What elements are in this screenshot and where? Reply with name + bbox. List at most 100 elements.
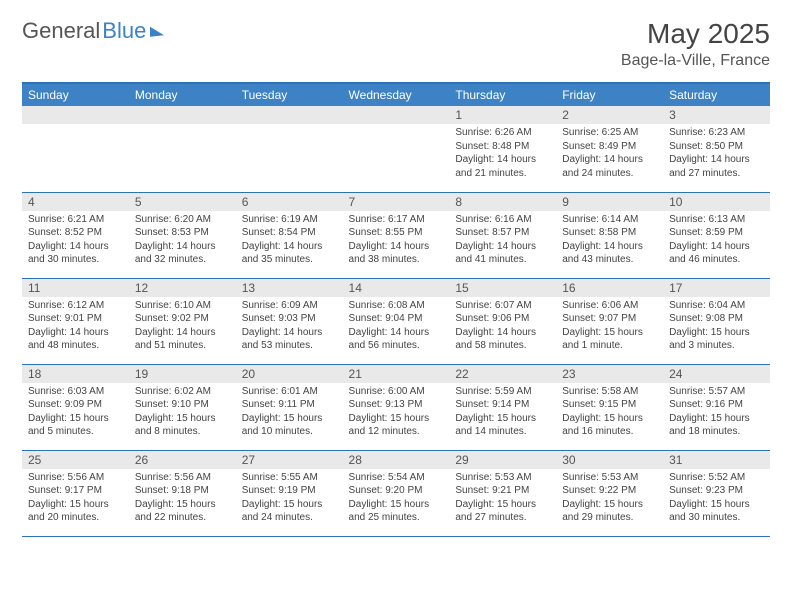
calendar-row: 11Sunrise: 6:12 AMSunset: 9:01 PMDayligh… [22, 278, 770, 364]
day-number: 30 [556, 451, 663, 469]
calendar-cell: 8Sunrise: 6:16 AMSunset: 8:57 PMDaylight… [449, 192, 556, 278]
calendar-cell [343, 106, 450, 192]
calendar-cell: 7Sunrise: 6:17 AMSunset: 8:55 PMDaylight… [343, 192, 450, 278]
day-content: Sunrise: 6:04 AMSunset: 9:08 PMDaylight:… [663, 297, 770, 357]
calendar-table: SundayMondayTuesdayWednesdayThursdayFrid… [22, 82, 770, 537]
day-number: 14 [343, 279, 450, 297]
calendar-cell: 30Sunrise: 5:53 AMSunset: 9:22 PMDayligh… [556, 450, 663, 536]
day-number: 7 [343, 193, 450, 211]
day-content: Sunrise: 6:23 AMSunset: 8:50 PMDaylight:… [663, 124, 770, 184]
day-number: 3 [663, 106, 770, 124]
weekday-header: Wednesday [343, 83, 450, 106]
day-number: 28 [343, 451, 450, 469]
calendar-cell: 2Sunrise: 6:25 AMSunset: 8:49 PMDaylight… [556, 106, 663, 192]
calendar-cell: 23Sunrise: 5:58 AMSunset: 9:15 PMDayligh… [556, 364, 663, 450]
calendar-cell: 3Sunrise: 6:23 AMSunset: 8:50 PMDaylight… [663, 106, 770, 192]
day-content: Sunrise: 6:02 AMSunset: 9:10 PMDaylight:… [129, 383, 236, 443]
header: GeneralBlue May 2025 Bage-la-Ville, Fran… [22, 18, 770, 70]
day-number-empty [129, 106, 236, 124]
calendar-cell: 26Sunrise: 5:56 AMSunset: 9:18 PMDayligh… [129, 450, 236, 536]
day-number: 24 [663, 365, 770, 383]
calendar-row: 4Sunrise: 6:21 AMSunset: 8:52 PMDaylight… [22, 192, 770, 278]
weekday-header: Tuesday [236, 83, 343, 106]
day-content: Sunrise: 5:58 AMSunset: 9:15 PMDaylight:… [556, 383, 663, 443]
day-number: 4 [22, 193, 129, 211]
day-number: 16 [556, 279, 663, 297]
calendar-cell: 14Sunrise: 6:08 AMSunset: 9:04 PMDayligh… [343, 278, 450, 364]
calendar-cell: 12Sunrise: 6:10 AMSunset: 9:02 PMDayligh… [129, 278, 236, 364]
calendar-cell: 4Sunrise: 6:21 AMSunset: 8:52 PMDaylight… [22, 192, 129, 278]
day-number-empty [236, 106, 343, 124]
calendar-cell: 11Sunrise: 6:12 AMSunset: 9:01 PMDayligh… [22, 278, 129, 364]
weekday-header-row: SundayMondayTuesdayWednesdayThursdayFrid… [22, 83, 770, 106]
calendar-row: 1Sunrise: 6:26 AMSunset: 8:48 PMDaylight… [22, 106, 770, 192]
day-content: Sunrise: 5:52 AMSunset: 9:23 PMDaylight:… [663, 469, 770, 529]
day-content: Sunrise: 5:59 AMSunset: 9:14 PMDaylight:… [449, 383, 556, 443]
calendar-cell: 31Sunrise: 5:52 AMSunset: 9:23 PMDayligh… [663, 450, 770, 536]
weekday-header: Friday [556, 83, 663, 106]
calendar-cell: 1Sunrise: 6:26 AMSunset: 8:48 PMDaylight… [449, 106, 556, 192]
day-number: 18 [22, 365, 129, 383]
day-content: Sunrise: 6:03 AMSunset: 9:09 PMDaylight:… [22, 383, 129, 443]
calendar-cell [236, 106, 343, 192]
day-number: 13 [236, 279, 343, 297]
title-block: May 2025 Bage-la-Ville, France [621, 18, 770, 70]
day-content: Sunrise: 5:55 AMSunset: 9:19 PMDaylight:… [236, 469, 343, 529]
calendar-cell: 27Sunrise: 5:55 AMSunset: 9:19 PMDayligh… [236, 450, 343, 536]
day-number: 26 [129, 451, 236, 469]
logo-text-2: Blue [102, 18, 146, 44]
calendar-cell: 5Sunrise: 6:20 AMSunset: 8:53 PMDaylight… [129, 192, 236, 278]
day-content: Sunrise: 6:17 AMSunset: 8:55 PMDaylight:… [343, 211, 450, 271]
calendar-cell: 21Sunrise: 6:00 AMSunset: 9:13 PMDayligh… [343, 364, 450, 450]
calendar-cell: 10Sunrise: 6:13 AMSunset: 8:59 PMDayligh… [663, 192, 770, 278]
logo-text-1: General [22, 18, 100, 44]
weekday-header: Thursday [449, 83, 556, 106]
day-number: 20 [236, 365, 343, 383]
day-number: 5 [129, 193, 236, 211]
day-content: Sunrise: 6:06 AMSunset: 9:07 PMDaylight:… [556, 297, 663, 357]
day-content: Sunrise: 6:20 AMSunset: 8:53 PMDaylight:… [129, 211, 236, 271]
day-number: 17 [663, 279, 770, 297]
day-content: Sunrise: 6:12 AMSunset: 9:01 PMDaylight:… [22, 297, 129, 357]
day-number-empty [343, 106, 450, 124]
day-content: Sunrise: 6:09 AMSunset: 9:03 PMDaylight:… [236, 297, 343, 357]
day-number: 1 [449, 106, 556, 124]
month-title: May 2025 [621, 18, 770, 50]
day-content: Sunrise: 6:25 AMSunset: 8:49 PMDaylight:… [556, 124, 663, 184]
day-number: 12 [129, 279, 236, 297]
calendar-cell [22, 106, 129, 192]
calendar-row: 18Sunrise: 6:03 AMSunset: 9:09 PMDayligh… [22, 364, 770, 450]
day-number: 22 [449, 365, 556, 383]
day-content: Sunrise: 6:07 AMSunset: 9:06 PMDaylight:… [449, 297, 556, 357]
calendar-cell: 9Sunrise: 6:14 AMSunset: 8:58 PMDaylight… [556, 192, 663, 278]
weekday-header: Monday [129, 83, 236, 106]
day-number: 6 [236, 193, 343, 211]
location: Bage-la-Ville, France [621, 52, 770, 70]
calendar-cell [129, 106, 236, 192]
day-content: Sunrise: 5:53 AMSunset: 9:21 PMDaylight:… [449, 469, 556, 529]
day-content: Sunrise: 5:53 AMSunset: 9:22 PMDaylight:… [556, 469, 663, 529]
calendar-cell: 6Sunrise: 6:19 AMSunset: 8:54 PMDaylight… [236, 192, 343, 278]
day-number: 23 [556, 365, 663, 383]
day-content: Sunrise: 5:56 AMSunset: 9:18 PMDaylight:… [129, 469, 236, 529]
day-content: Sunrise: 6:21 AMSunset: 8:52 PMDaylight:… [22, 211, 129, 271]
day-number: 19 [129, 365, 236, 383]
day-content: Sunrise: 6:10 AMSunset: 9:02 PMDaylight:… [129, 297, 236, 357]
day-number-empty [22, 106, 129, 124]
day-content: Sunrise: 6:19 AMSunset: 8:54 PMDaylight:… [236, 211, 343, 271]
day-number: 21 [343, 365, 450, 383]
calendar-cell: 13Sunrise: 6:09 AMSunset: 9:03 PMDayligh… [236, 278, 343, 364]
day-number: 29 [449, 451, 556, 469]
day-content: Sunrise: 6:26 AMSunset: 8:48 PMDaylight:… [449, 124, 556, 184]
day-number: 27 [236, 451, 343, 469]
day-number: 9 [556, 193, 663, 211]
logo-triangle-icon [150, 25, 164, 36]
calendar-cell: 29Sunrise: 5:53 AMSunset: 9:21 PMDayligh… [449, 450, 556, 536]
day-content: Sunrise: 6:14 AMSunset: 8:58 PMDaylight:… [556, 211, 663, 271]
calendar-cell: 22Sunrise: 5:59 AMSunset: 9:14 PMDayligh… [449, 364, 556, 450]
calendar-cell: 19Sunrise: 6:02 AMSunset: 9:10 PMDayligh… [129, 364, 236, 450]
calendar-cell: 25Sunrise: 5:56 AMSunset: 9:17 PMDayligh… [22, 450, 129, 536]
day-content: Sunrise: 5:57 AMSunset: 9:16 PMDaylight:… [663, 383, 770, 443]
weekday-header: Sunday [22, 83, 129, 106]
weekday-header: Saturday [663, 83, 770, 106]
